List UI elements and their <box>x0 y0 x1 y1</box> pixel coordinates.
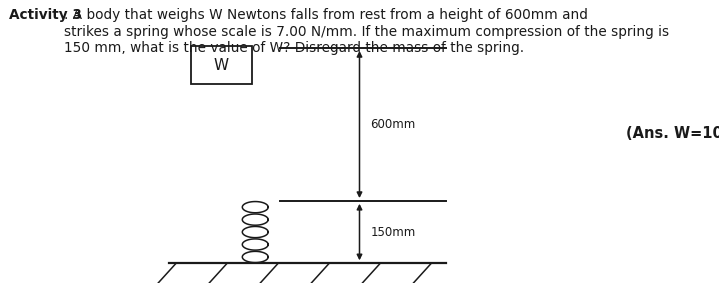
Text: W: W <box>214 58 229 73</box>
Text: 150mm: 150mm <box>370 226 416 239</box>
Text: Activity 3: Activity 3 <box>9 8 83 22</box>
Text: 600mm: 600mm <box>370 118 416 131</box>
Text: (Ans. W=105 N): (Ans. W=105 N) <box>626 126 719 141</box>
Bar <box>191 46 252 84</box>
Text: . A body that weighs W Newtons falls from rest from a height of 600mm and
strike: . A body that weighs W Newtons falls fro… <box>64 8 669 55</box>
